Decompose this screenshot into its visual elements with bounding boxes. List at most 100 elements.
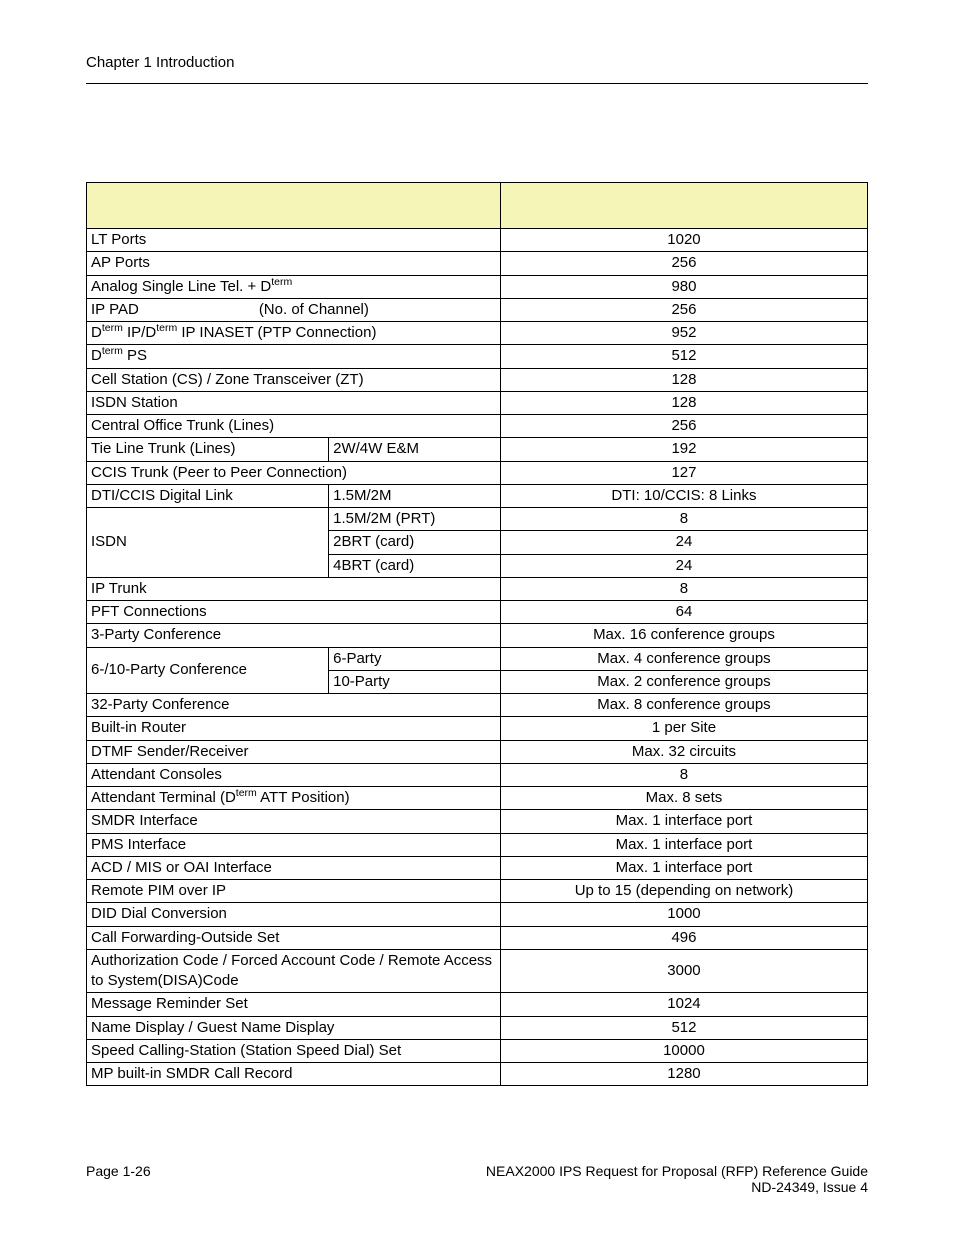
- header-rule: [86, 83, 868, 84]
- table-row: ISDN1.5M/2M (PRT)8: [87, 508, 868, 531]
- table-row: AP Ports256: [87, 252, 868, 275]
- table-cell-value: 980: [500, 275, 867, 298]
- table-cell-value: 496: [500, 926, 867, 949]
- page-footer: Page 1-26 NEAX2000 IPS Request for Propo…: [86, 1163, 868, 1195]
- table-cell-label: 4BRT (card): [329, 554, 501, 577]
- table-row: LT Ports1020: [87, 229, 868, 252]
- table-row: CCIS Trunk (Peer to Peer Connection)127: [87, 461, 868, 484]
- table-cell-value: Max. 1 interface port: [500, 856, 867, 879]
- table-cell-label: 6-/10-Party Conference: [87, 647, 329, 694]
- table-cell-value: 24: [500, 554, 867, 577]
- table-row: DTMF Sender/ReceiverMax. 32 circuits: [87, 740, 868, 763]
- table-cell-value: 8: [500, 508, 867, 531]
- table-cell-label: AP Ports: [87, 252, 501, 275]
- table-row: 32-Party ConferenceMax. 8 conference gro…: [87, 694, 868, 717]
- table-cell-label: LT Ports: [87, 229, 501, 252]
- table-cell-label: Attendant Terminal (Dterm ATT Position): [87, 787, 501, 810]
- table-cell-value: Max. 1 interface port: [500, 833, 867, 856]
- table-cell-label: 1.5M/2M (PRT): [329, 508, 501, 531]
- table-header-row: [87, 183, 868, 229]
- table-cell-value: 24: [500, 531, 867, 554]
- table-cell-value: 8: [500, 577, 867, 600]
- chapter-title: Chapter 1 Introduction: [86, 54, 868, 71]
- table-cell-value: 952: [500, 322, 867, 345]
- table-cell-value: 1024: [500, 993, 867, 1016]
- table-cell-label: Name Display / Guest Name Display: [87, 1016, 501, 1039]
- table-row: Attendant Terminal (Dterm ATT Position)M…: [87, 787, 868, 810]
- spec-table: LT Ports1020AP Ports256Analog Single Lin…: [86, 182, 868, 1086]
- spec-table-wrap: LT Ports1020AP Ports256Analog Single Lin…: [86, 182, 868, 1086]
- table-cell-label: Tie Line Trunk (Lines): [87, 438, 329, 461]
- table-cell-value: Up to 15 (depending on network): [500, 880, 867, 903]
- table-cell-label: 6-Party: [329, 647, 501, 670]
- table-cell-label: DTMF Sender/Receiver: [87, 740, 501, 763]
- table-cell-label: Dterm IP/Dterm IP INASET (PTP Connection…: [87, 322, 501, 345]
- table-cell-label: MP built-in SMDR Call Record: [87, 1063, 501, 1086]
- table-cell-value: Max. 16 conference groups: [500, 624, 867, 647]
- table-cell-label: PMS Interface: [87, 833, 501, 856]
- table-cell-label: 2W/4W E&M: [329, 438, 501, 461]
- table-cell-value: 256: [500, 252, 867, 275]
- table-cell-label: 1.5M/2M: [329, 484, 501, 507]
- table-row: ACD / MIS or OAI InterfaceMax. 1 interfa…: [87, 856, 868, 879]
- table-cell-label: 32-Party Conference: [87, 694, 501, 717]
- document-page: Chapter 1 Introduction LT Ports1020AP Po…: [0, 0, 954, 1235]
- table-row: Cell Station (CS) / Zone Transceiver (ZT…: [87, 368, 868, 391]
- table-cell-value: 1280: [500, 1063, 867, 1086]
- table-cell-value: Max. 2 conference groups: [500, 670, 867, 693]
- table-cell-label: 3-Party Conference: [87, 624, 501, 647]
- table-cell-value: Max. 1 interface port: [500, 810, 867, 833]
- table-cell-label: Message Reminder Set: [87, 993, 501, 1016]
- table-cell-value: [500, 183, 867, 229]
- table-cell-label: Authorization Code / Forced Account Code…: [87, 949, 501, 993]
- table-cell-label: Speed Calling-Station (Station Speed Dia…: [87, 1039, 501, 1062]
- table-cell-label: ISDN Station: [87, 391, 501, 414]
- table-row: Remote PIM over IPUp to 15 (depending on…: [87, 880, 868, 903]
- table-cell-value: 64: [500, 601, 867, 624]
- page-header: Chapter 1 Introduction: [86, 54, 868, 84]
- footer-page-number: Page 1-26: [86, 1163, 151, 1179]
- table-cell-value: Max. 32 circuits: [500, 740, 867, 763]
- table-cell-value: 1 per Site: [500, 717, 867, 740]
- footer-doc-title: NEAX2000 IPS Request for Proposal (RFP) …: [486, 1163, 868, 1179]
- table-cell-label: IP PAD(No. of Channel): [87, 298, 501, 321]
- table-cell-value: 192: [500, 438, 867, 461]
- table-cell-value: 1020: [500, 229, 867, 252]
- table-row: Built-in Router1 per Site: [87, 717, 868, 740]
- table-cell-label: Analog Single Line Tel. + Dterm: [87, 275, 501, 298]
- table-cell-label: DTI/CCIS Digital Link: [87, 484, 329, 507]
- table-row: DTI/CCIS Digital Link1.5M/2MDTI: 10/CCIS…: [87, 484, 868, 507]
- table-cell-label: Cell Station (CS) / Zone Transceiver (ZT…: [87, 368, 501, 391]
- table-row: Attendant Consoles8: [87, 763, 868, 786]
- table-row: 3-Party ConferenceMax. 16 conference gro…: [87, 624, 868, 647]
- table-cell-label: 10-Party: [329, 670, 501, 693]
- table-cell-label: PFT Connections: [87, 601, 501, 624]
- table-cell-label: Remote PIM over IP: [87, 880, 501, 903]
- table-cell-label: SMDR Interface: [87, 810, 501, 833]
- table-row: Call Forwarding-Outside Set496: [87, 926, 868, 949]
- table-cell-value: 10000: [500, 1039, 867, 1062]
- table-row: Authorization Code / Forced Account Code…: [87, 949, 868, 993]
- table-cell-value: 256: [500, 415, 867, 438]
- table-row: IP PAD(No. of Channel)256: [87, 298, 868, 321]
- table-cell-value: 8: [500, 763, 867, 786]
- table-cell-value: 127: [500, 461, 867, 484]
- table-row: Speed Calling-Station (Station Speed Dia…: [87, 1039, 868, 1062]
- table-cell-value: Max. 8 sets: [500, 787, 867, 810]
- table-cell-label: 2BRT (card): [329, 531, 501, 554]
- table-row: Dterm PS512: [87, 345, 868, 368]
- table-row: Analog Single Line Tel. + Dterm980: [87, 275, 868, 298]
- table-cell-value: 1000: [500, 903, 867, 926]
- table-cell-label: Dterm PS: [87, 345, 501, 368]
- table-cell-value: Max. 8 conference groups: [500, 694, 867, 717]
- table-cell-value: 128: [500, 368, 867, 391]
- footer-issue: ND-24349, Issue 4: [486, 1179, 868, 1195]
- table-cell-label: [87, 183, 501, 229]
- table-cell-value: 3000: [500, 949, 867, 993]
- table-cell-value: 128: [500, 391, 867, 414]
- table-row: SMDR InterfaceMax. 1 interface port: [87, 810, 868, 833]
- table-row: Message Reminder Set1024: [87, 993, 868, 1016]
- table-row: IP Trunk8: [87, 577, 868, 600]
- table-cell-label: IP Trunk: [87, 577, 501, 600]
- table-cell-value: 512: [500, 1016, 867, 1039]
